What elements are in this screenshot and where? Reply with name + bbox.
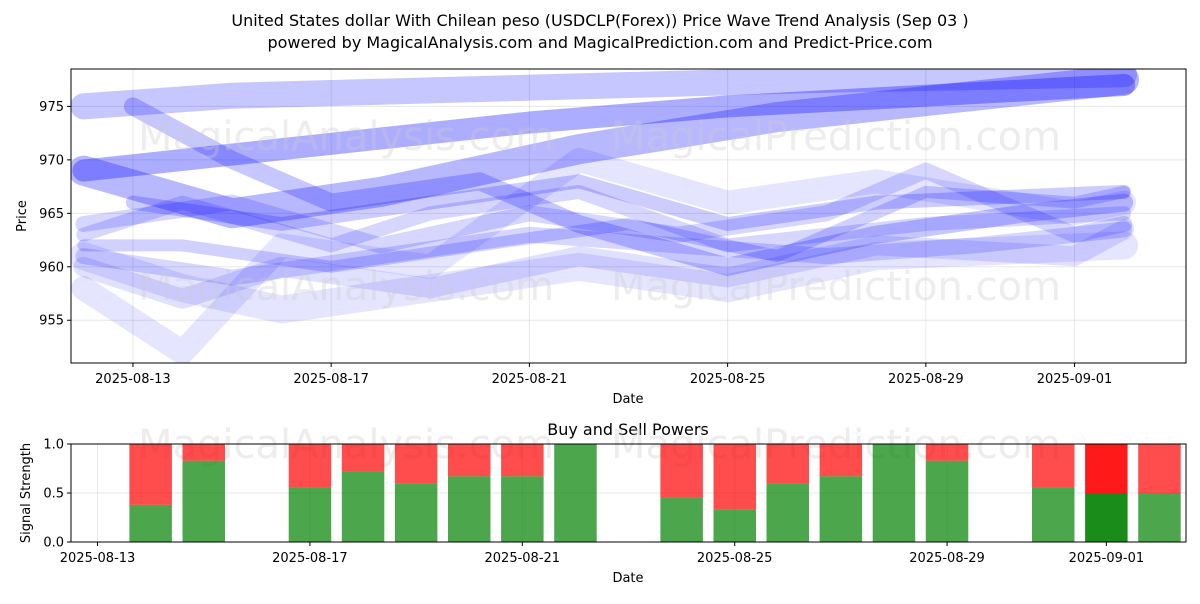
- sell-power-bar: [1085, 444, 1128, 493]
- power-bars: [129, 444, 1181, 542]
- buy-power-bar: [713, 509, 756, 542]
- power-title: Buy and Sell Powers: [547, 420, 709, 439]
- power-x-tick-label: 2025-08-25: [697, 551, 773, 566]
- watermark-analysis-2: MagicalAnalysis.com: [138, 264, 554, 310]
- price-wave-9: [71, 147, 1137, 363]
- price-waves: [71, 69, 1140, 363]
- chart-title: United States dollar With Chilean peso (…: [231, 11, 968, 30]
- price-x-label: Date: [612, 392, 643, 407]
- price-wave-6: [75, 221, 1133, 286]
- sell-power-bar: [1138, 444, 1181, 493]
- price-x-tick-label: 2025-08-29: [888, 372, 964, 387]
- sell-power-bar: [925, 444, 969, 461]
- price-y-label: Price: [15, 200, 30, 232]
- sell-power-bar: [501, 444, 544, 477]
- buy-power-bar: [182, 460, 225, 542]
- price-x-tick-label: 2025-08-21: [492, 372, 568, 387]
- sell-power-bar: [182, 444, 225, 461]
- price-wave-10: [75, 162, 1133, 254]
- watermark-analysis-1: MagicalAnalysis.com: [138, 114, 554, 160]
- price-frame: [70, 68, 1187, 364]
- power-x-tick-label: 2025-08-21: [485, 551, 561, 566]
- power-x-tick-label: 2025-08-29: [909, 551, 985, 566]
- power-x-tick-label: 2025-08-13: [60, 551, 136, 566]
- buy-power-bar: [288, 487, 332, 542]
- buy-power-bar: [766, 483, 809, 542]
- power-y-tick-label: 0.5: [43, 487, 64, 502]
- buy-power-bar: [341, 471, 385, 542]
- power-y-label: Signal Strength: [19, 443, 34, 543]
- price-wave-2: [71, 69, 1140, 229]
- price-x-tick-label: 2025-08-13: [95, 372, 171, 387]
- sell-power-bar: [766, 444, 809, 484]
- price-x-tick-label: 2025-08-17: [293, 372, 369, 387]
- power-y-tick-label: 0.0: [43, 536, 64, 551]
- price-y-tick-label: 965: [39, 207, 64, 222]
- price-y-tick-label: 955: [39, 314, 64, 329]
- price-wave-11: [71, 231, 1139, 324]
- buy-power-bar: [1138, 493, 1181, 542]
- sell-power-bar: [819, 444, 863, 477]
- price-wave-8: [77, 185, 1131, 273]
- power-y-tick-label: 1.0: [43, 438, 64, 453]
- buy-power-bar: [129, 504, 172, 542]
- buy-power-bar: [394, 483, 438, 542]
- sell-power-bar: [713, 444, 756, 510]
- price-axes: 955 960 965 970 975 2025-08-13 2025-08-17 2025-…: [39, 100, 1112, 387]
- sell-power-bar: [129, 444, 172, 505]
- buy-power-bar: [448, 476, 491, 542]
- sell-power-bar: [448, 444, 491, 477]
- price-wave-1: [72, 74, 1136, 182]
- sell-power-bar: [341, 444, 385, 472]
- sell-power-bar: [1032, 444, 1075, 488]
- sell-power-bar: [660, 444, 703, 498]
- power-x-label: Date: [612, 571, 643, 586]
- price-wave-7: [73, 219, 1135, 309]
- watermark-prediction-1: MagicalPrediction.com: [611, 114, 1061, 160]
- price-y-tick-label: 975: [39, 100, 64, 115]
- watermark-prediction-2: MagicalPrediction.com: [611, 264, 1061, 310]
- power-axes: 0.0 0.5 1.0 2025-08-13 2025-08-17 2025-08-21 2…: [43, 438, 1144, 567]
- buy-power-bar: [1085, 493, 1128, 542]
- price-x-tick-label: 2025-08-25: [690, 372, 766, 387]
- price-panel: MagicalAnalysis.com MagicalPrediction.co…: [15, 68, 1187, 407]
- power-panel: Buy and Sell Powers MagicalAnalysis.com …: [19, 420, 1187, 586]
- buy-power-bar: [554, 444, 597, 542]
- chart-subtitle: powered by MagicalAnalysis.com and Magic…: [267, 33, 932, 52]
- sell-power-bar: [394, 444, 438, 484]
- price-wave-5: [76, 184, 1132, 253]
- price-wave-12: [125, 174, 1132, 231]
- sell-power-bar: [288, 444, 332, 488]
- buy-power-bar: [819, 476, 863, 542]
- power-x-tick-label: 2025-09-01: [1069, 551, 1145, 566]
- price-wave-3: [71, 69, 1138, 120]
- buy-power-bar: [925, 460, 969, 542]
- price-wave-4: [123, 97, 1134, 276]
- buy-power-bar: [1032, 487, 1075, 542]
- buy-power-bar: [872, 444, 916, 542]
- buy-power-bar: [660, 497, 703, 542]
- price-grid: [71, 69, 1186, 363]
- buy-power-bar: [501, 476, 544, 542]
- price-y-tick-label: 970: [39, 153, 64, 168]
- price-y-tick-label: 960: [39, 260, 64, 275]
- price-x-tick-label: 2025-09-01: [1037, 372, 1113, 387]
- power-x-tick-label: 2025-08-17: [272, 551, 348, 566]
